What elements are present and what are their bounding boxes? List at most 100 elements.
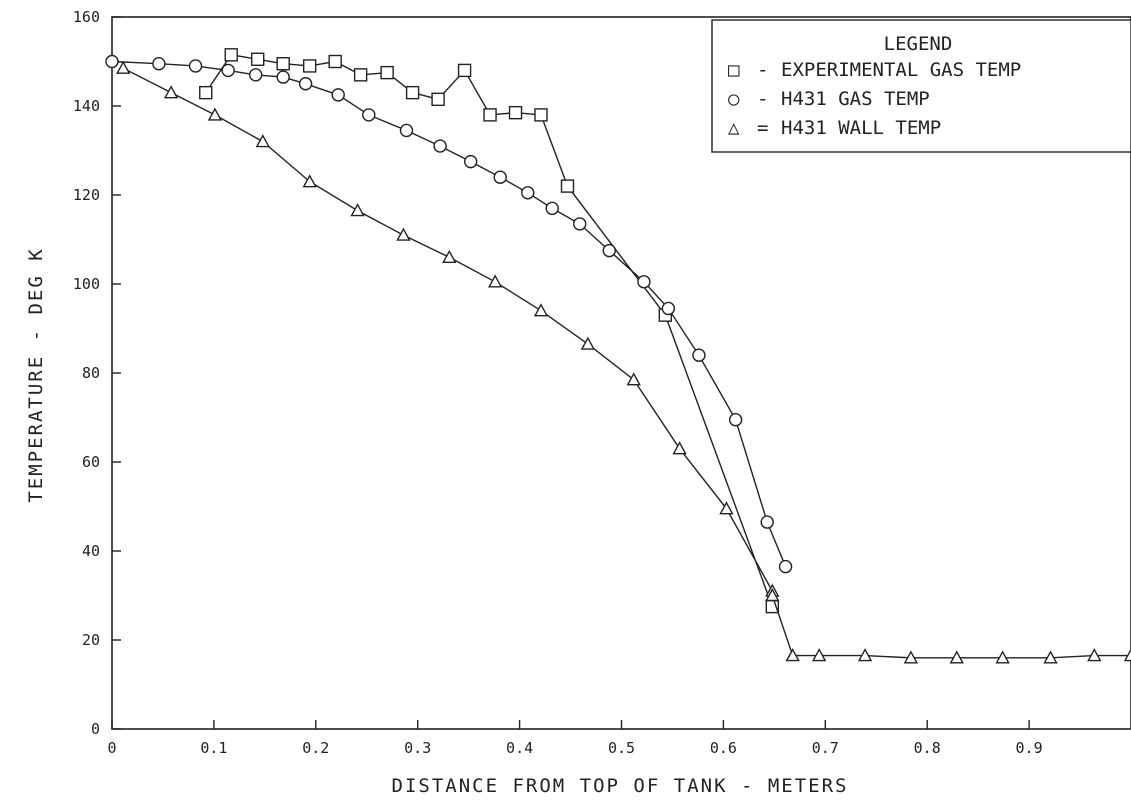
x-tick-label: 0.4: [506, 739, 533, 757]
data-point-triangle: [949, 650, 964, 664]
data-point-circle: [221, 63, 235, 78]
data-point-square: [483, 108, 497, 122]
legend-entry-1-label: EXPERIMENTAL GAS TEMP: [781, 59, 1021, 81]
data-point-circle: [521, 186, 535, 200]
data-point-square: [199, 85, 213, 100]
legend: LEGEND □ - EXPERIMENTAL GAS TEMP ○ - H43…: [711, 19, 1131, 153]
x-tick-label: 0: [107, 739, 116, 757]
data-point-triangle: [1087, 648, 1102, 662]
data-point-square: [380, 65, 394, 80]
data-point-triangle: [626, 372, 641, 386]
x-tick-label: 0.2: [302, 739, 329, 757]
data-point-square: [328, 54, 342, 69]
x-axis-label: DISTANCE FROM TOP OF TANK - METERS: [392, 775, 849, 797]
data-point-triangle: [1123, 648, 1131, 662]
x-axis: 0 0.1 0.2 0.3 0.4 0.5 0.6 0.7 0.8 0.9: [107, 720, 1043, 757]
legend-title: LEGEND: [884, 33, 953, 55]
y-tick-label: 100: [73, 275, 100, 293]
data-point-triangle: [812, 648, 827, 662]
y-tick-label: 120: [73, 186, 100, 204]
y-tick-label: 20: [82, 631, 100, 649]
y-axis: 0 20 40 60 80 100 120 140 160: [73, 8, 121, 738]
data-point-circle: [276, 70, 290, 84]
data-point-triangle: [533, 303, 549, 317]
data-point-circle: [493, 170, 507, 184]
data-point-circle: [188, 59, 203, 73]
x-tick-label: 0.1: [200, 739, 227, 757]
data-point-square: [431, 92, 445, 107]
data-point-square: [508, 105, 523, 120]
legend-entry-3-symbol: △: [728, 117, 740, 139]
series-square: [199, 48, 780, 614]
series-layer: [105, 48, 1131, 664]
series-line-triangle: [122, 67, 1131, 659]
data-point-circle: [248, 68, 263, 82]
legend-entry-2-label: H431 GAS TEMP: [781, 88, 930, 110]
data-point-triangle: [255, 134, 270, 148]
data-point-circle: [433, 139, 447, 153]
data-point-circle: [637, 275, 651, 289]
data-point-square: [224, 48, 238, 62]
data-point-circle: [298, 77, 313, 91]
data-point-triangle: [487, 274, 503, 288]
series-triangle: [116, 60, 1131, 664]
data-point-circle: [545, 201, 559, 216]
data-point-triangle: [857, 648, 873, 662]
data-point-square: [405, 85, 420, 100]
data-point-triangle: [719, 501, 734, 515]
series-line-circle: [111, 60, 787, 567]
data-point-circle: [760, 515, 774, 529]
data-point-triangle: [765, 588, 780, 602]
y-tick-label: 0: [91, 720, 100, 738]
legend-entry-3-label: H431 WALL TEMP: [781, 117, 941, 139]
legend-entry-3-sep: =: [757, 117, 768, 139]
y-axis-label: TEMPERATURE - DEG K: [25, 247, 47, 502]
legend-entry-1-sep: -: [757, 59, 768, 81]
data-point-triangle: [350, 203, 365, 217]
data-point-triangle: [442, 249, 457, 263]
x-tick-label: 0.8: [914, 739, 941, 757]
y-tick-label: 40: [82, 542, 100, 560]
x-tick-label: 0.5: [608, 739, 635, 757]
data-point-triangle: [1043, 650, 1058, 664]
data-point-square: [353, 68, 368, 82]
legend-box: [711, 19, 1131, 153]
y-tick-label: 160: [73, 8, 100, 26]
x-tick-label: 0.3: [404, 739, 431, 757]
data-point-square: [302, 59, 317, 73]
data-point-triangle: [207, 107, 223, 121]
series-circle: [105, 54, 793, 574]
data-point-triangle: [580, 336, 596, 350]
data-point-triangle: [995, 650, 1010, 664]
y-tick-label: 140: [73, 97, 100, 115]
x-tick-label: 0.9: [1016, 739, 1043, 757]
data-point-circle: [331, 88, 345, 102]
series-line-square: [205, 54, 773, 607]
data-point-circle: [105, 54, 119, 69]
data-point-circle: [661, 301, 676, 316]
data-point-triangle: [302, 174, 317, 188]
data-point-triangle: [396, 227, 411, 241]
data-point-square: [457, 63, 472, 78]
legend-entry-1-symbol: □: [728, 59, 740, 81]
legend-entry-2-sep: -: [757, 88, 768, 110]
data-point-circle: [692, 348, 706, 362]
data-point-circle: [602, 243, 616, 258]
data-point-circle: [778, 559, 793, 574]
data-point-square: [251, 52, 265, 66]
data-point-square: [276, 57, 290, 71]
data-point-triangle: [116, 60, 131, 74]
data-point-triangle: [163, 85, 179, 99]
data-point-square: [560, 179, 575, 193]
data-point-triangle: [672, 441, 687, 455]
data-point-triangle: [903, 650, 919, 664]
x-tick-label: 0.6: [710, 739, 737, 757]
data-point-circle: [728, 413, 743, 427]
data-point-triangle: [785, 648, 800, 662]
legend-entry-2-symbol: ○: [728, 88, 740, 110]
y-tick-label: 80: [82, 364, 100, 382]
data-point-square: [534, 108, 548, 122]
y-tick-label: 60: [82, 453, 100, 471]
data-point-circle: [399, 123, 414, 138]
